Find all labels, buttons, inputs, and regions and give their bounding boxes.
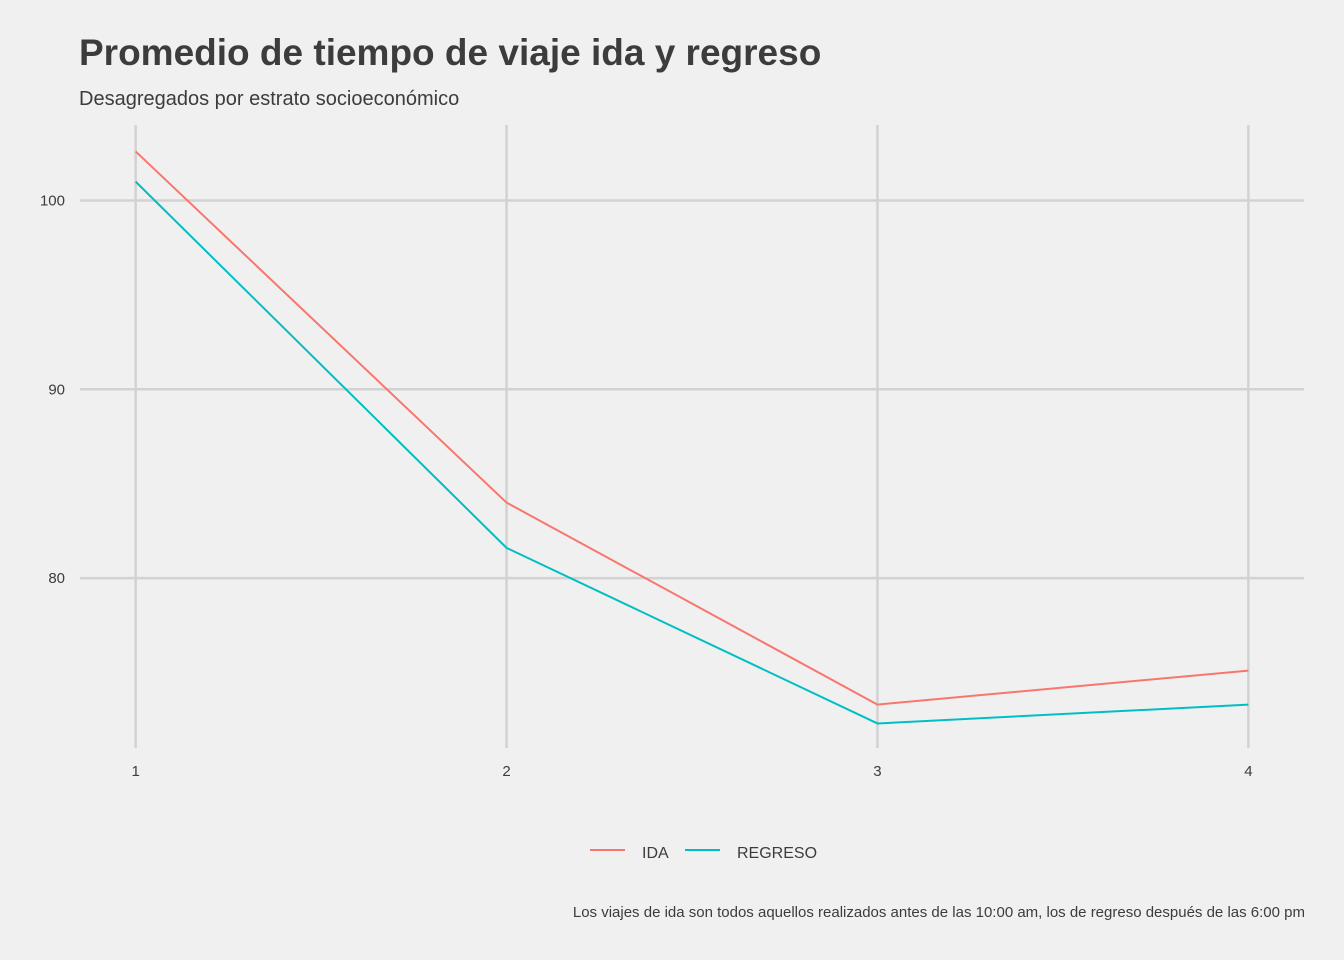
x-tick-label: 1: [131, 763, 139, 780]
chart-title: Promedio de tiempo de viaje ida y regres…: [79, 32, 822, 73]
legend: IDA REGRESO: [590, 845, 817, 862]
y-tick-label: 100: [40, 193, 65, 210]
x-tick-label: 2: [502, 763, 510, 780]
chart-caption: Los viajes de ida son todos aquellos rea…: [572, 904, 1305, 921]
series-line-regreso: [134, 180, 1249, 725]
grid: [80, 125, 1304, 748]
axis-ticks: 80 90 100 1 2 3 4: [40, 193, 1253, 780]
chart-subtitle: Desagregados por estrato socioeconómico: [79, 88, 460, 110]
legend-label-ida: IDA: [642, 845, 669, 862]
y-tick-label: 90: [48, 381, 65, 398]
series-line-ida: [134, 150, 1249, 706]
legend-label-regreso: REGRESO: [737, 845, 817, 862]
x-tick-label: 3: [873, 763, 881, 780]
series-lines: [134, 150, 1249, 725]
x-tick-label: 4: [1244, 763, 1252, 780]
y-tick-label: 80: [48, 570, 65, 587]
